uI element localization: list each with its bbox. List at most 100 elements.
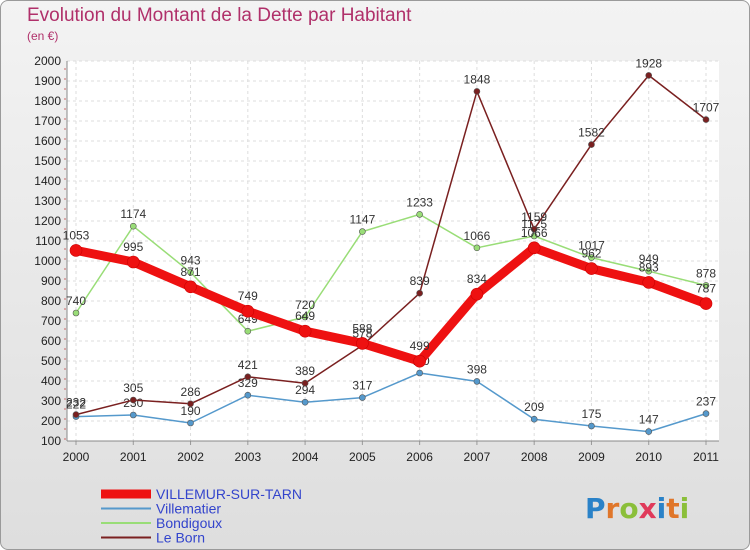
y-tick-label: 300: [41, 394, 61, 408]
data-point-villemur-sur-tarn: [126, 255, 140, 269]
data-point-villemur-sur-tarn: [527, 241, 541, 255]
x-tick-label: 2010: [635, 450, 662, 464]
data-point-villemur-sur-tarn: [69, 244, 83, 257]
y-tick-label: 100: [41, 434, 61, 448]
data-point-villemur-sur-tarn: [298, 324, 312, 338]
data-label-le-born: 286: [181, 385, 201, 399]
data-point-bondigoux: [244, 327, 252, 335]
data-label-villematier: 222: [66, 398, 86, 412]
legend-label-villemur-sur-tarn: VILLEMUR-SUR-TARN: [156, 486, 302, 502]
data-point-bondigoux: [416, 211, 423, 218]
data-label-villemur-sur-tarn: 499: [410, 339, 430, 353]
data-label-bondigoux: 878: [696, 266, 716, 280]
data-label-villemur-sur-tarn: 834: [467, 272, 487, 286]
data-label-bondigoux: 1017: [578, 239, 605, 253]
data-label-villemur-sur-tarn: 649: [295, 309, 315, 323]
data-label-bondigoux: 1066: [464, 229, 491, 243]
plot-area: [67, 61, 719, 441]
data-label-le-born: 305: [123, 381, 143, 395]
y-tick-label: 400: [41, 374, 61, 388]
y-tick-label: 500: [41, 354, 61, 368]
data-label-villemur-sur-tarn: 1053: [63, 228, 90, 242]
data-point-le-born: [416, 289, 423, 297]
data-label-villemur-sur-tarn: 871: [181, 265, 201, 279]
data-point-le-born: [473, 88, 481, 95]
data-label-bondigoux: 720: [295, 298, 315, 312]
data-point-le-born: [129, 396, 137, 404]
data-point-bondigoux: [187, 269, 194, 276]
series-line-bondigoux: [75, 213, 707, 332]
data-point-bondigoux: [530, 232, 538, 240]
data-label-le-born: 421: [238, 358, 258, 372]
x-tick-label: 2003: [234, 450, 261, 464]
legend-label-le-born: Le Born: [156, 530, 205, 546]
data-label-villematier: 398: [467, 362, 487, 376]
data-point-bondigoux: [645, 267, 653, 275]
data-point-bondigoux: [588, 254, 595, 261]
data-point-le-born: [72, 411, 80, 418]
data-label-villemur-sur-tarn: 962: [581, 247, 601, 261]
data-label-villemur-sur-tarn: 1066: [521, 226, 548, 240]
y-tick-label: 1300: [34, 194, 61, 208]
data-point-le-born: [702, 116, 710, 123]
chart-title: Evolution du Montant de la Dette par Hab…: [27, 5, 412, 26]
y-tick-label: 800: [41, 294, 61, 308]
series-line-villematier: [75, 372, 707, 433]
data-label-villemur-sur-tarn: 893: [639, 260, 659, 274]
data-point-villematier: [416, 369, 423, 377]
y-tick-label: 1600: [34, 134, 61, 148]
y-tick-label: 900: [41, 274, 61, 288]
chart-subtitle: (en €): [27, 29, 59, 43]
data-point-villematier: [301, 398, 309, 406]
data-label-le-born: 1582: [578, 126, 605, 140]
data-label-villemur-sur-tarn: 749: [238, 289, 258, 303]
data-label-bondigoux: 740: [66, 294, 86, 308]
data-point-villemur-sur-tarn: [184, 280, 197, 294]
y-tick-label: 1100: [35, 234, 61, 248]
y-tick-label: 2000: [34, 54, 61, 68]
data-point-villemur-sur-tarn: [413, 354, 426, 368]
data-point-le-born: [645, 72, 653, 79]
y-tick-label: 1400: [34, 174, 61, 188]
data-point-bondigoux: [473, 244, 481, 252]
data-label-villematier: 294: [295, 383, 315, 397]
x-tick-label: 2007: [464, 450, 491, 464]
y-tick-label: 1700: [34, 114, 61, 128]
data-point-villemur-sur-tarn: [699, 297, 713, 310]
data-label-villematier: 317: [352, 379, 372, 393]
data-point-villematier: [187, 419, 194, 427]
data-label-villemur-sur-tarn: 787: [696, 282, 716, 296]
data-point-bondigoux: [129, 222, 137, 230]
data-label-villematier: 237: [696, 395, 716, 409]
series-line-le-born: [75, 74, 707, 416]
data-point-bondigoux: [702, 282, 710, 289]
series-line-villemur-sur-tarn: [71, 243, 711, 366]
data-label-bondigoux: 1233: [406, 195, 433, 209]
data-label-villematier: 209: [524, 400, 544, 414]
data-label-bondigoux: 949: [639, 252, 659, 266]
data-label-le-born: 232: [66, 396, 86, 410]
y-tick-label: 1800: [34, 94, 61, 108]
data-point-le-born: [244, 373, 252, 381]
data-point-villemur-sur-tarn: [470, 287, 484, 301]
x-tick-label: 2000: [63, 450, 90, 464]
data-point-le-born: [187, 400, 194, 408]
data-label-villematier: 175: [581, 407, 601, 421]
data-point-villematier: [645, 428, 653, 435]
data-point-bondigoux: [359, 228, 366, 235]
data-point-villematier: [244, 391, 252, 399]
legend-label-bondigoux: Bondigoux: [156, 515, 222, 531]
data-point-bondigoux: [72, 309, 80, 317]
data-point-villematier: [129, 411, 137, 419]
x-tick-label: 2001: [120, 450, 147, 464]
x-tick-label: 2006: [406, 450, 433, 464]
data-label-le-born: 389: [295, 364, 315, 378]
data-label-villemur-sur-tarn: 995: [123, 240, 143, 254]
data-label-le-born: 1159: [521, 210, 547, 224]
data-point-le-born: [588, 141, 595, 148]
data-label-le-born: 1707: [693, 101, 720, 115]
data-label-le-born: 578: [352, 326, 372, 340]
y-tick-label: 700: [41, 314, 61, 328]
data-point-villemur-sur-tarn: [241, 304, 255, 318]
